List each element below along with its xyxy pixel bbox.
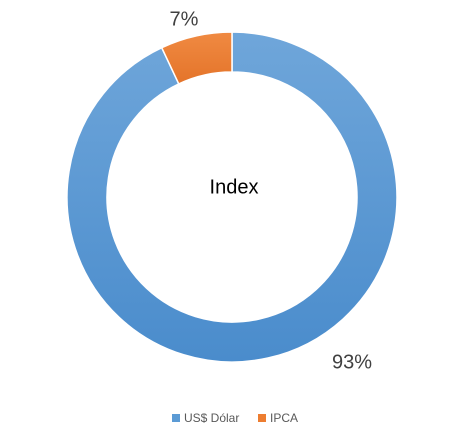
chart-title: Index [210,176,259,198]
legend-label: IPCA [270,411,298,425]
data-label: 7% [170,8,199,30]
donut-slice [66,31,398,363]
legend-swatch [172,414,180,422]
legend-swatch [258,414,266,422]
legend-label: US$ Dólar [184,411,239,425]
donut-slice [160,31,233,85]
data-label: 93% [332,351,372,373]
